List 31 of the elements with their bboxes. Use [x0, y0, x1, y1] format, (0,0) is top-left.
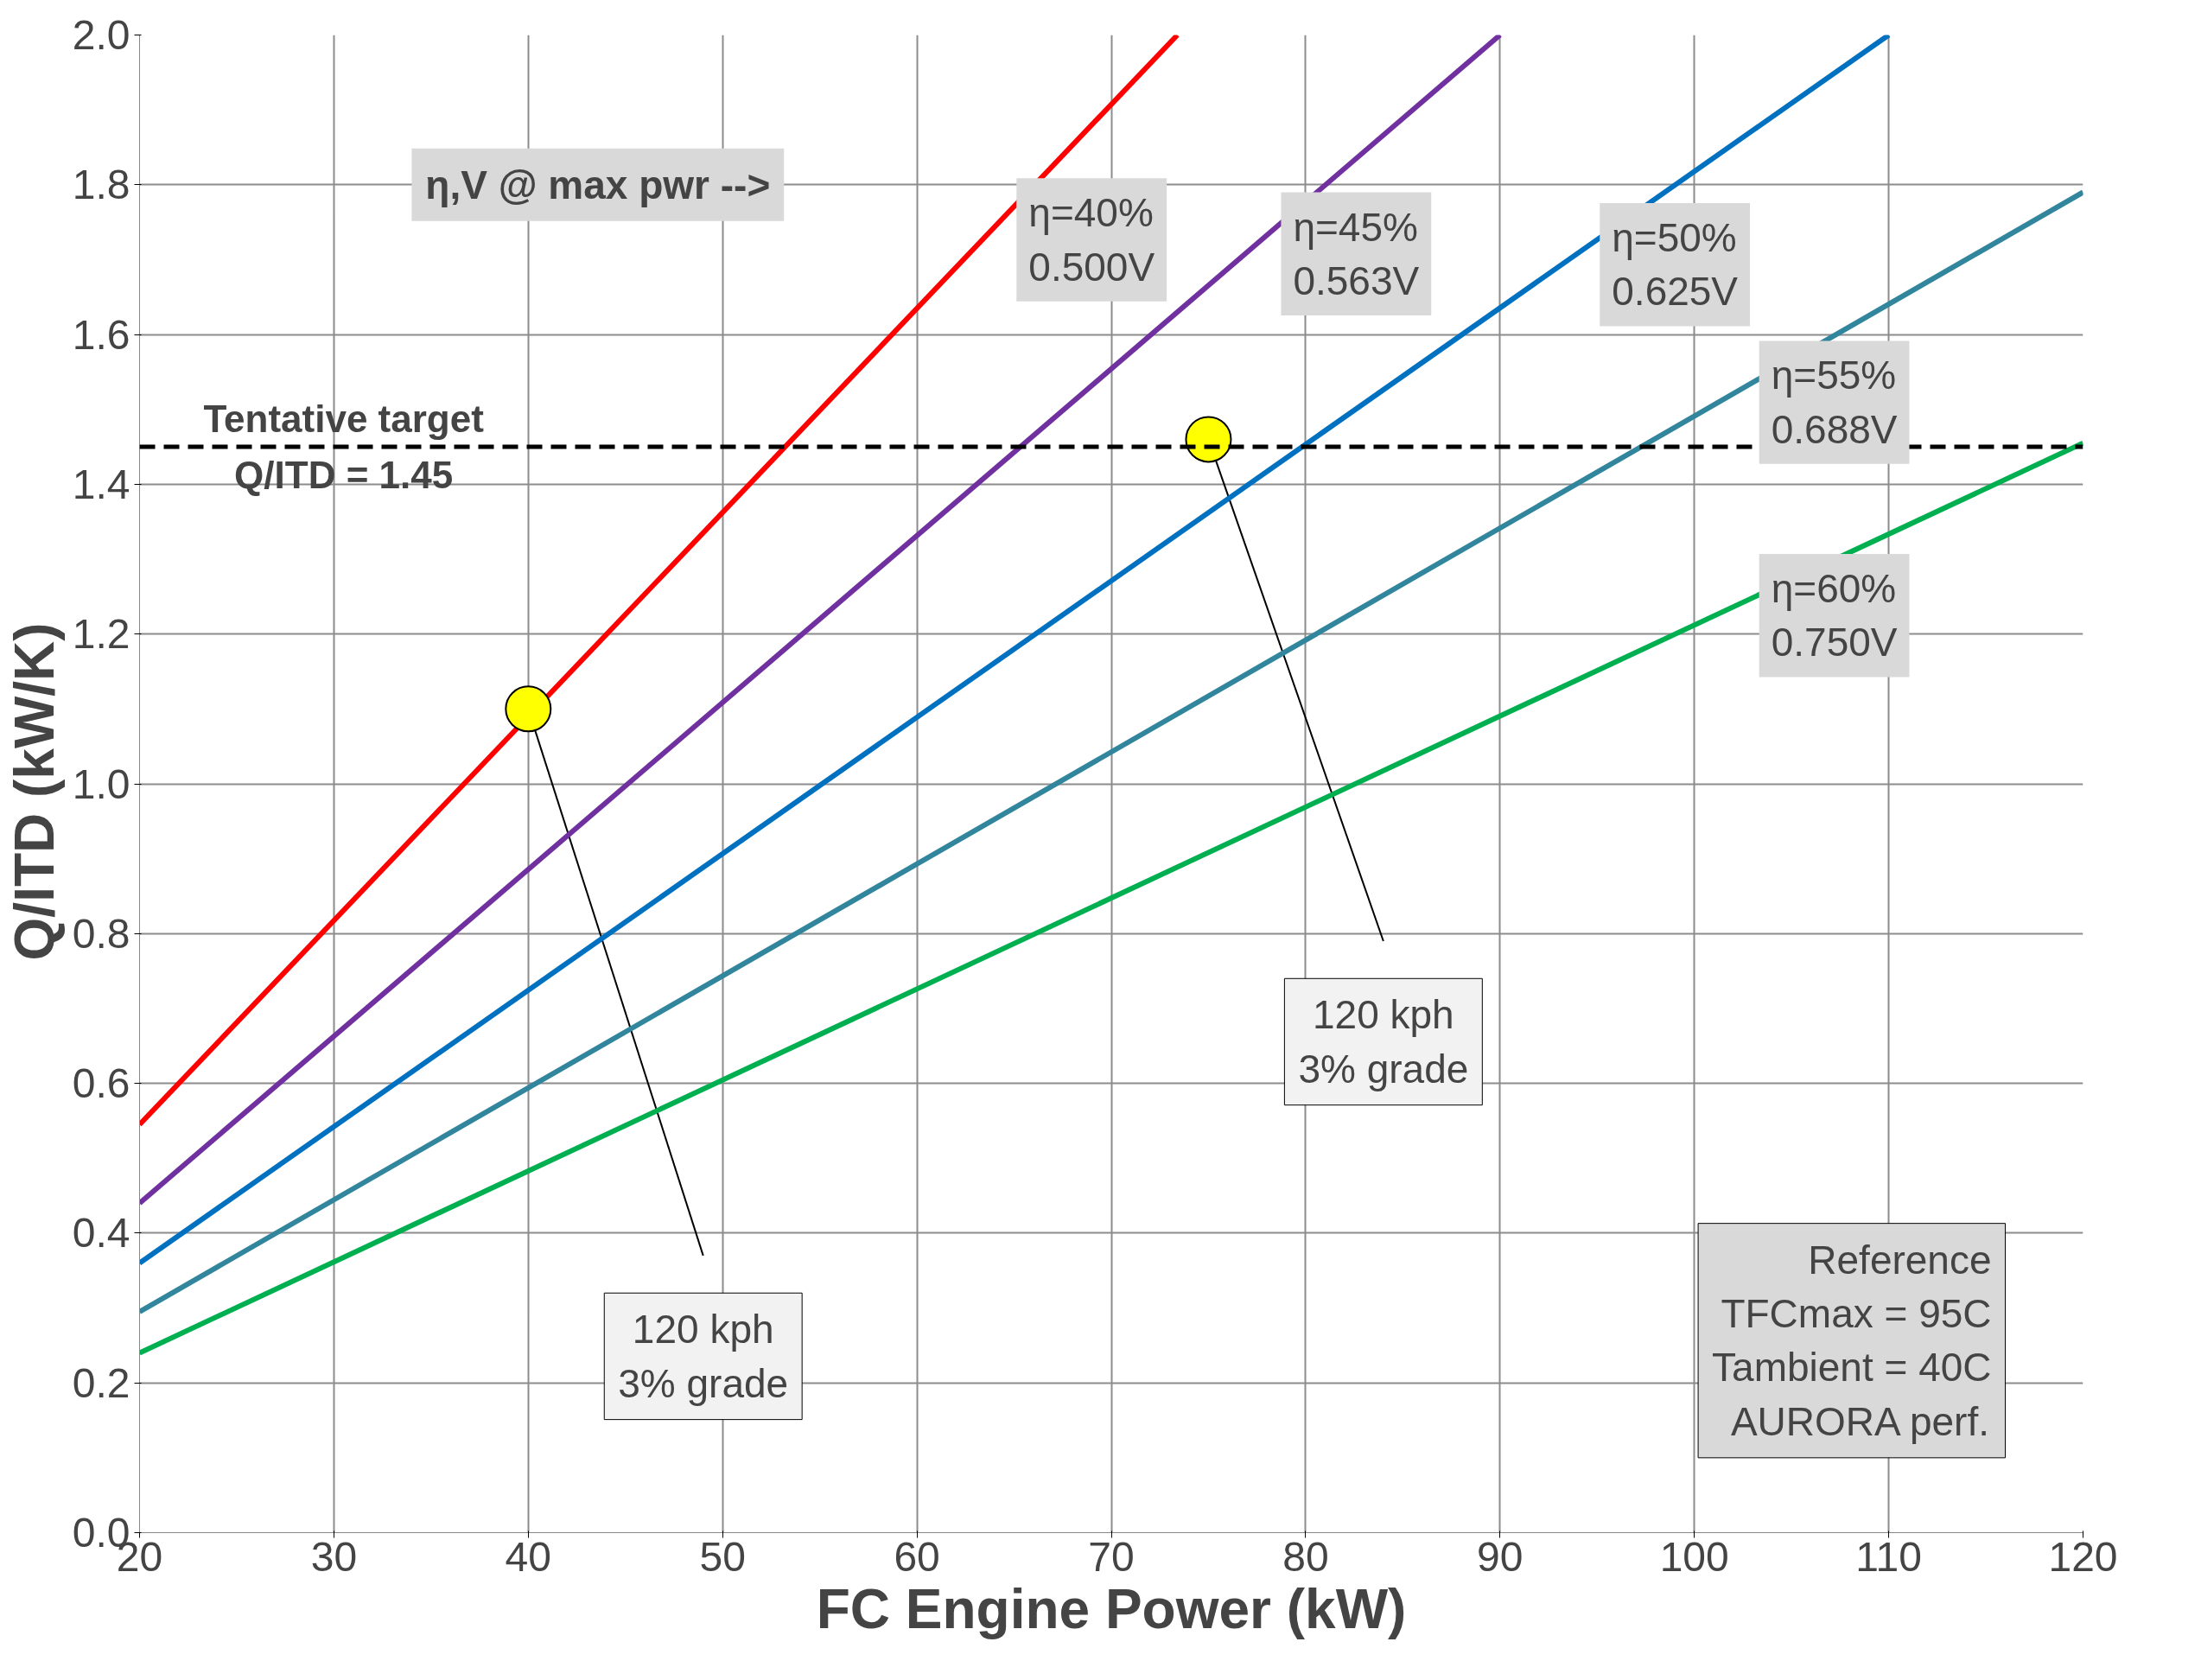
y-tick-label: 0.2 [72, 1359, 130, 1406]
y-tick-label: 2.0 [72, 12, 130, 58]
x-tick-label: 120 [2048, 1533, 2118, 1580]
y-tick-label: 1.0 [72, 760, 130, 807]
x-tick-label: 90 [1477, 1533, 1524, 1580]
annotation: Reference TFCmax = 95C Tambient = 40C AURORA perf. [1712, 1237, 1992, 1444]
x-tick-label: 50 [699, 1533, 746, 1580]
x-tick-label: 40 [505, 1533, 551, 1580]
y-tick-label: 1.6 [72, 311, 130, 358]
y-tick-label: 1.4 [72, 461, 130, 507]
x-tick-label: 100 [1659, 1533, 1729, 1580]
y-tick-label: 0.6 [72, 1060, 130, 1107]
x-tick-label: 110 [1855, 1533, 1922, 1580]
series-label: η=40% 0.500V [1028, 190, 1155, 290]
series-label: η=60% 0.750V [1771, 566, 1898, 665]
annotation: 120 kph 3% grade [1298, 992, 1469, 1091]
series-label: η=50% 0.625V [1612, 215, 1739, 315]
annotation: η,V @ max pwr --> [425, 162, 771, 207]
series-label: η=55% 0.688V [1771, 353, 1898, 452]
y-axis-title: Q/ITD (kW/K) [3, 622, 66, 961]
x-axis-title: FC Engine Power (kW) [816, 1577, 1407, 1640]
y-tick-label: 1.2 [72, 611, 130, 658]
x-tick-label: 30 [310, 1533, 358, 1580]
y-tick-label: 1.8 [72, 162, 130, 208]
x-tick-label: 70 [1088, 1533, 1135, 1580]
y-tick-label: 0.8 [72, 910, 130, 957]
y-tick-label: 0.4 [72, 1210, 130, 1257]
annotation: 120 kph 3% grade [618, 1307, 789, 1406]
series-label: η=45% 0.563V [1293, 204, 1420, 304]
x-tick-label: 60 [894, 1533, 940, 1580]
x-tick-label: 80 [1282, 1533, 1329, 1580]
